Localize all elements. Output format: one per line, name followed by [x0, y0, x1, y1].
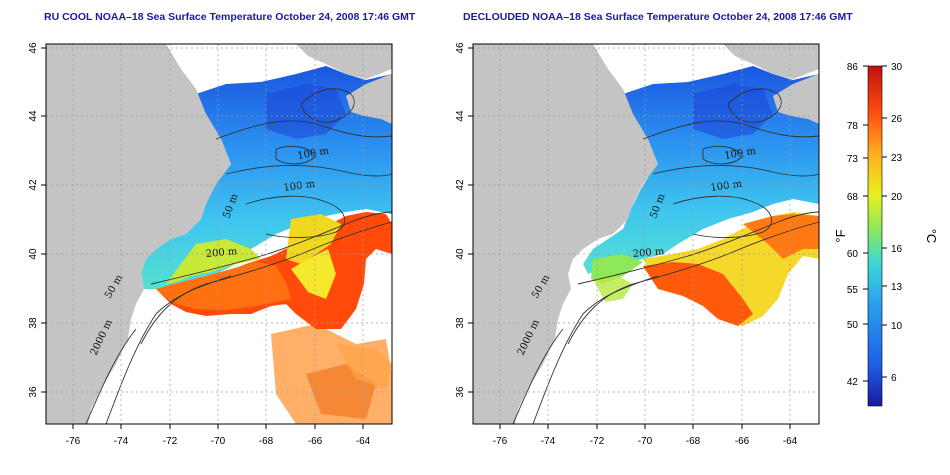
bathymetry-contour-line — [300, 88, 355, 123]
contour-label: 200 m — [205, 246, 238, 260]
fahrenheit-tick-label: 86 — [847, 62, 859, 73]
longitude-tick-label: -66 — [735, 436, 750, 447]
fahrenheit-tick-label: 60 — [847, 249, 859, 260]
sst-warm-patches — [271, 324, 392, 424]
bathymetry-contour-line — [642, 120, 820, 140]
celsius-tick-label: 13 — [891, 282, 903, 293]
colorbar-gradient — [867, 65, 883, 407]
latitude-tick-label: 42 — [28, 179, 39, 191]
bathymetry-contour-line — [245, 195, 346, 238]
fahrenheit-tick-label: 68 — [847, 192, 859, 203]
longitude-tick-label: -64 — [783, 436, 798, 447]
bathymetry-contour-line — [577, 211, 820, 285]
longitude-tick-label: -72 — [163, 436, 178, 447]
latitude-tick-label: 40 — [28, 248, 39, 260]
longitude-tick-label: -68 — [686, 436, 701, 447]
fahrenheit-tick-label: 55 — [847, 285, 859, 296]
bathymetry-contour-line — [105, 275, 232, 425]
bathymetry-contour-line — [672, 195, 773, 238]
right-map-title: DECLOUDED NOAA–18 Sea Surface Temperatur… — [463, 11, 853, 23]
latitude-tick-label: 40 — [455, 248, 466, 260]
longitude-tick-label: -66 — [308, 436, 323, 447]
contour-label: 100 m — [283, 179, 316, 194]
bathymetry-contour-line — [702, 145, 744, 165]
latitude-tick-label: 38 — [455, 317, 466, 329]
longitude-tick-label: -76 — [66, 436, 81, 447]
fahrenheit-tick-label: 73 — [847, 154, 859, 165]
bathymetry-contour-line — [652, 165, 820, 177]
bathymetry-contour-line — [150, 211, 393, 285]
celsius-tick-label: 23 — [891, 153, 903, 164]
fahrenheit-tick-label: 78 — [847, 121, 859, 132]
longitude-tick-label: -72 — [590, 436, 605, 447]
longitude-tick-label: -70 — [638, 436, 653, 447]
bathymetry-contour-line — [225, 165, 393, 177]
longitude-tick-label: -74 — [541, 436, 556, 447]
celsius-tick-label: 30 — [891, 62, 903, 73]
celsius-tick-label: 10 — [891, 321, 903, 332]
bathymetry-contour-line — [727, 88, 782, 123]
longitude-tick-label: -68 — [259, 436, 274, 447]
celsius-tick-label: 20 — [891, 192, 903, 203]
latitude-tick-label: 36 — [28, 386, 39, 398]
longitude-tick-label: -64 — [356, 436, 371, 447]
contour-label: 100 m — [710, 179, 743, 194]
latitude-tick-label: 36 — [455, 386, 466, 398]
longitude-tick-label: -76 — [493, 436, 508, 447]
right-map-panel — [473, 44, 819, 424]
fahrenheit-tick-label: 50 — [847, 320, 859, 331]
fahrenheit-tick-label: 42 — [847, 377, 859, 388]
contour-label: 200 m — [632, 246, 665, 260]
latitude-tick-label: 42 — [455, 179, 466, 191]
longitude-tick-label: -74 — [114, 436, 129, 447]
map-frame — [45, 43, 393, 425]
fahrenheit-unit-label: °F — [833, 229, 848, 242]
bathymetry-contour-line — [567, 221, 820, 345]
celsius-tick-label: 26 — [891, 114, 903, 125]
latitude-tick-label: 38 — [28, 317, 39, 329]
latitude-tick-label: 44 — [28, 110, 39, 122]
left-map-panel — [46, 44, 392, 424]
longitude-tick-label: -70 — [211, 436, 226, 447]
celsius-unit-label: °C — [924, 229, 939, 244]
bathymetry-contour-line — [85, 328, 137, 425]
celsius-tick-label: 16 — [891, 244, 903, 255]
map-frame — [472, 43, 820, 425]
bathymetry-contour-line — [215, 120, 393, 140]
bathymetry-contour-line — [275, 145, 317, 165]
colorbar-axes: 86 78 73 68 60 55 50 42 30 26 23 20 16 13 10 6 °F °C — [833, 62, 939, 388]
left-map-title: RU COOL NOAA–18 Sea Surface Temperature … — [44, 11, 416, 23]
celsius-tick-label: 6 — [891, 373, 897, 384]
bathymetry-contour-line — [140, 221, 393, 345]
bathymetry-contour-line — [512, 328, 564, 425]
latitude-tick-label: 46 — [28, 42, 39, 54]
latitude-tick-label: 44 — [455, 110, 466, 122]
bathymetry-contour-line — [532, 275, 659, 425]
latitude-tick-label: 46 — [455, 42, 466, 54]
temperature-colorbar — [867, 65, 883, 407]
